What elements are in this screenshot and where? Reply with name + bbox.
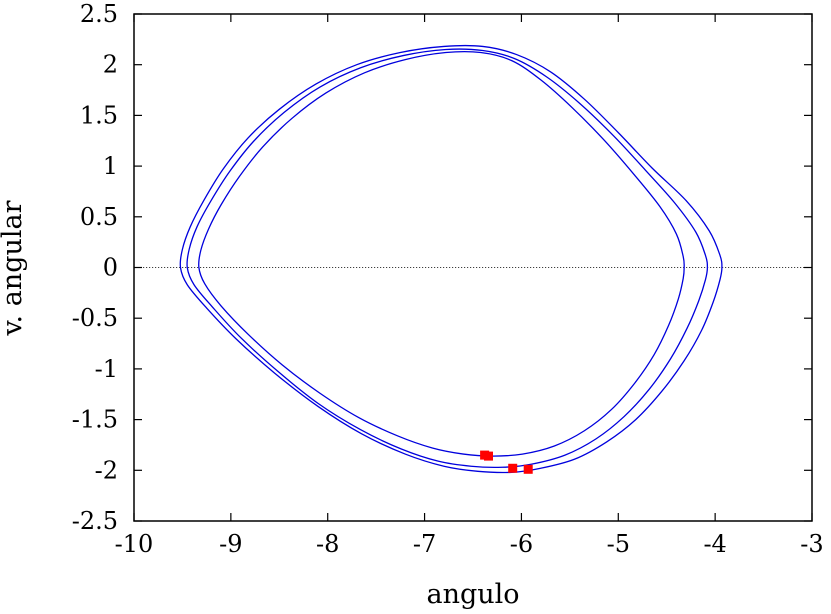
x-tick-label: -9	[219, 530, 242, 558]
y-tick-label: -2	[95, 456, 118, 484]
data-point-3	[508, 463, 518, 473]
y-tick-label: 0.5	[80, 203, 118, 231]
plot-layer	[134, 44, 812, 474]
y-tick-label: 2	[103, 51, 118, 79]
x-tick-label: -8	[316, 530, 339, 558]
y-axis-title: v. angular	[0, 200, 28, 336]
x-tick-label: -4	[703, 530, 726, 558]
y-tick-label: -1	[95, 355, 118, 383]
ticks-layer: -10 -9 -8 -7 -6 -5 -4 -3 2.5 2 1.5 1 0.5 0 -0.5 -1 -1.5 -…	[72, 0, 824, 558]
x-axis-title: angulo	[426, 579, 519, 610]
data-point-2	[484, 451, 493, 461]
x-tick-label: -3	[800, 530, 823, 558]
x-tick-label: -7	[413, 530, 436, 558]
series-line-trajectory-loop-outer	[179, 44, 723, 474]
y-tick-label: -1.5	[72, 406, 118, 434]
y-tick-label: 1.5	[80, 101, 118, 129]
x-tick-label: -6	[510, 530, 533, 558]
y-tick-label: 1	[103, 152, 118, 180]
x-tick-label: -10	[115, 530, 154, 558]
y-tick-label: 2.5	[80, 0, 118, 28]
y-tick-label: -0.5	[72, 304, 118, 332]
y-tick-label: -2.5	[72, 507, 118, 535]
y-tick-label: 0	[103, 254, 118, 282]
series-line-trajectory-loop-inner	[198, 50, 685, 457]
series-line-trajectory-loop-middle	[186, 48, 709, 469]
x-tick-label: -5	[607, 530, 630, 558]
data-point-4	[523, 464, 533, 474]
